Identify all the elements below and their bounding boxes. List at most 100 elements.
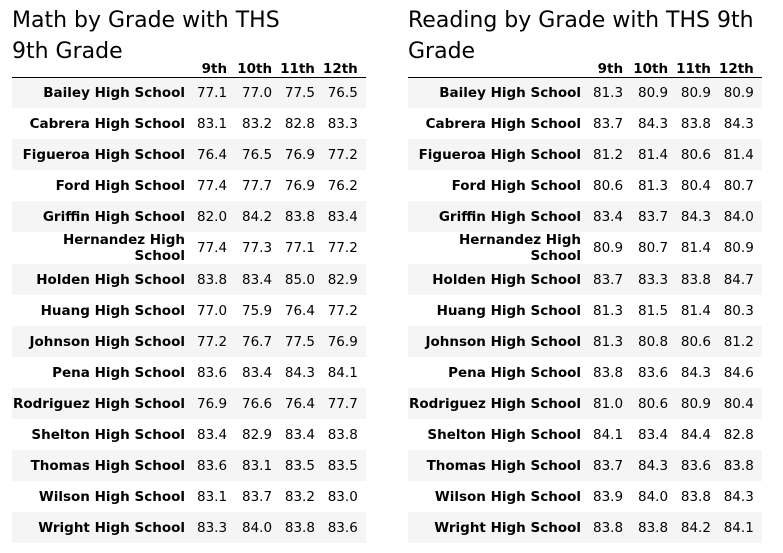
- score-cell: 77.5: [280, 77, 323, 108]
- score-cell: 76.2: [322, 170, 366, 201]
- score-cell: 80.9: [718, 77, 762, 108]
- math-header-grade: 9th: [197, 53, 236, 78]
- table-row: Johnson High School 81.3 80.8 80.6 81.2: [408, 326, 762, 357]
- table-row: Wilson High School 83.9 84.0 83.8 84.3: [408, 481, 762, 512]
- score-cell: 83.7: [593, 264, 632, 295]
- score-cell: 75.9: [235, 295, 281, 326]
- score-cell: 83.6: [197, 450, 236, 481]
- reading-table: 9th 10th 11th 12th Bailey High School 81.…: [408, 53, 762, 543]
- score-cell: 83.8: [676, 264, 719, 295]
- score-cell: 84.3: [631, 108, 677, 139]
- score-cell: 84.0: [631, 481, 677, 512]
- score-cell: 80.9: [718, 232, 762, 264]
- table-row: Pena High School 83.8 83.6 84.3 84.6: [408, 357, 762, 388]
- school-name: Shelton High School: [12, 419, 197, 450]
- score-cell: 84.3: [631, 450, 677, 481]
- table-row: Huang High School 81.3 81.5 81.4 80.3: [408, 295, 762, 326]
- score-cell: 84.1: [718, 512, 762, 543]
- score-cell: 76.5: [322, 77, 366, 108]
- table-row: Rodriguez High School 76.9 76.6 76.4 77.7: [12, 388, 366, 419]
- score-cell: 77.2: [322, 232, 366, 264]
- score-cell: 83.8: [631, 512, 677, 543]
- school-name: Cabrera High School: [12, 108, 197, 139]
- school-name: Huang High School: [408, 295, 593, 326]
- score-cell: 83.8: [676, 481, 719, 512]
- score-cell: 83.4: [235, 357, 281, 388]
- score-cell: 83.8: [676, 108, 719, 139]
- score-cell: 83.8: [197, 264, 236, 295]
- score-cell: 83.7: [631, 201, 677, 232]
- table-row: Rodriguez High School 81.0 80.6 80.9 80.4: [408, 388, 762, 419]
- score-cell: 83.3: [631, 264, 677, 295]
- table-row: Ford High School 80.6 81.3 80.4 80.7: [408, 170, 762, 201]
- school-name: Johnson High School: [12, 326, 197, 357]
- table-row: Wright High School 83.3 84.0 83.8 83.6: [12, 512, 366, 543]
- score-cell: 83.5: [280, 450, 323, 481]
- score-cell: 84.4: [676, 419, 719, 450]
- score-cell: 84.2: [676, 512, 719, 543]
- table-row: Griffin High School 82.0 84.2 83.8 83.4: [12, 201, 366, 232]
- score-cell: 77.2: [322, 295, 366, 326]
- score-cell: 77.4: [197, 170, 236, 201]
- score-cell: 81.4: [676, 232, 719, 264]
- math-header-school: [12, 53, 197, 78]
- school-name: Bailey High School: [408, 77, 593, 108]
- score-cell: 83.4: [197, 419, 236, 450]
- score-cell: 77.0: [235, 77, 281, 108]
- reading-table-body: Bailey High School 81.3 80.9 80.9 80.9 Cabrer…: [408, 77, 762, 543]
- table-row: Hernandez High School 80.9 80.7 81.4 80.9: [408, 232, 762, 264]
- school-name: Hernandez High School: [408, 232, 593, 264]
- score-cell: 77.0: [197, 295, 236, 326]
- score-cell: 83.6: [197, 357, 236, 388]
- score-cell: 76.4: [280, 388, 323, 419]
- score-cell: 82.8: [280, 108, 323, 139]
- table-row: Cabrera High School 83.7 84.3 83.8 84.3: [408, 108, 762, 139]
- score-cell: 83.6: [676, 450, 719, 481]
- school-name: Wright High School: [408, 512, 593, 543]
- score-cell: 81.4: [631, 139, 677, 170]
- score-cell: 83.9: [593, 481, 632, 512]
- score-cell: 84.2: [235, 201, 281, 232]
- score-cell: 81.3: [593, 77, 632, 108]
- score-cell: 82.8: [718, 419, 762, 450]
- score-cell: 76.4: [280, 295, 323, 326]
- score-cell: 84.3: [718, 481, 762, 512]
- score-cell: 84.3: [676, 357, 719, 388]
- score-cell: 83.7: [235, 481, 281, 512]
- school-name: Griffin High School: [12, 201, 197, 232]
- score-cell: 80.8: [631, 326, 677, 357]
- score-cell: 84.3: [676, 201, 719, 232]
- score-cell: 83.4: [322, 201, 366, 232]
- score-cell: 80.6: [676, 139, 719, 170]
- school-name: Pena High School: [12, 357, 197, 388]
- score-cell: 80.4: [676, 170, 719, 201]
- score-cell: 83.1: [235, 450, 281, 481]
- score-cell: 77.1: [280, 232, 323, 264]
- school-name: Wilson High School: [12, 481, 197, 512]
- score-cell: 83.1: [197, 481, 236, 512]
- score-cell: 84.7: [718, 264, 762, 295]
- school-name: Ford High School: [12, 170, 197, 201]
- score-cell: 85.0: [280, 264, 323, 295]
- table-row: Hernandez High School 77.4 77.3 77.1 77.2: [12, 232, 366, 264]
- score-cell: 76.9: [280, 139, 323, 170]
- table-row: Wright High School 83.8 83.8 84.2 84.1: [408, 512, 762, 543]
- math-header-grade: 10th: [235, 53, 281, 78]
- score-cell: 83.4: [235, 264, 281, 295]
- score-cell: 84.3: [280, 357, 323, 388]
- score-cell: 80.6: [593, 170, 632, 201]
- school-name: Griffin High School: [408, 201, 593, 232]
- score-cell: 83.5: [322, 450, 366, 481]
- table-row: Thomas High School 83.6 83.1 83.5 83.5: [12, 450, 366, 481]
- score-cell: 80.9: [676, 388, 719, 419]
- score-cell: 82.9: [235, 419, 281, 450]
- score-cell: 80.9: [631, 77, 677, 108]
- math-header-grade: 11th: [280, 53, 323, 78]
- table-row: Shelton High School 83.4 82.9 83.4 83.8: [12, 419, 366, 450]
- school-name: Holden High School: [12, 264, 197, 295]
- score-cell: 80.9: [593, 232, 632, 264]
- school-name: Cabrera High School: [408, 108, 593, 139]
- score-cell: 81.2: [593, 139, 632, 170]
- score-cell: 83.3: [197, 512, 236, 543]
- score-cell: 84.1: [593, 419, 632, 450]
